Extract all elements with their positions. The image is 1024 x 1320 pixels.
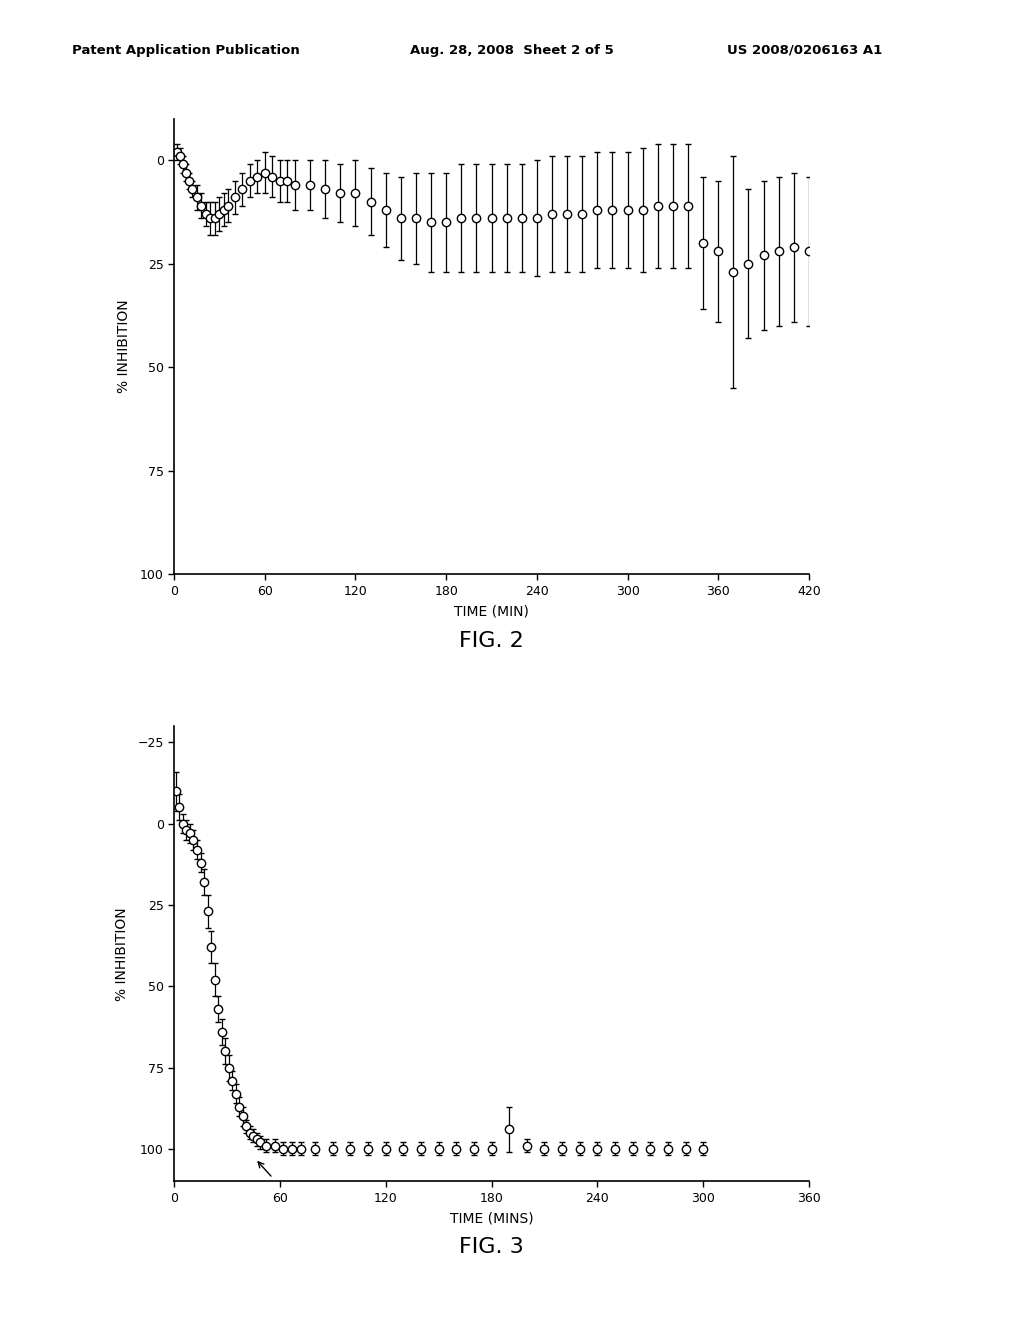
X-axis label: TIME (MIN): TIME (MIN) [454, 605, 529, 619]
Text: US 2008/0206163 A1: US 2008/0206163 A1 [727, 44, 883, 57]
Text: Aug. 28, 2008  Sheet 2 of 5: Aug. 28, 2008 Sheet 2 of 5 [410, 44, 613, 57]
Text: FIG. 2: FIG. 2 [459, 631, 524, 651]
Text: FIG. 3: FIG. 3 [459, 1237, 524, 1257]
Y-axis label: % INHIBITION: % INHIBITION [118, 300, 131, 393]
Text: Patent Application Publication: Patent Application Publication [72, 44, 299, 57]
X-axis label: TIME (MINS): TIME (MINS) [450, 1212, 534, 1226]
Y-axis label: % INHIBITION: % INHIBITION [115, 907, 129, 1001]
